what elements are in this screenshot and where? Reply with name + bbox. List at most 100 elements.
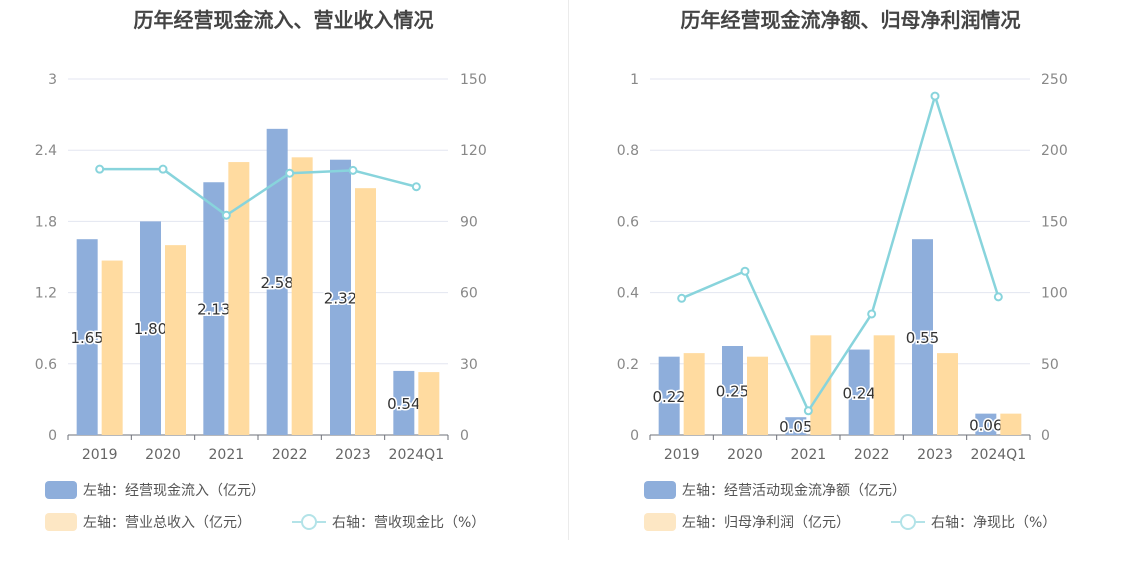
legend-label: 左轴：营业总收入（亿元） (83, 515, 251, 531)
ratio-line (681, 91, 1000, 414)
legend-line-icon (292, 514, 326, 530)
x-tick-label: 2020 (145, 447, 181, 463)
bar-secondary (747, 356, 768, 435)
legend-label: 左轴：经营现金流入（亿元） (83, 483, 265, 499)
y-tick-left: 3 (48, 72, 57, 88)
y-tick-right: 60 (460, 286, 478, 302)
bar-data-label: 0.25 (716, 383, 749, 401)
bar-secondary (1000, 413, 1022, 435)
legend-label: 左轴：归母净利润（亿元） (682, 515, 850, 531)
chart-svg-right: 0 0 0.2 50 0.4 100 0.6 150 0.8 200 1 250 2019 0.22 202… (617, 72, 1068, 463)
bar-data-label: 1.80 (134, 320, 167, 338)
y-tick-left: 0.4 (617, 286, 639, 302)
bar-data-label: 0.54 (387, 395, 420, 413)
x-tick-label: 2020 (727, 447, 763, 463)
bar-secondary (937, 353, 958, 435)
y-tick-left: 0.8 (617, 143, 639, 159)
bar-primary (658, 356, 680, 435)
bar-primary (76, 239, 98, 435)
y-tick-left: 0.6 (35, 357, 57, 373)
panel-divider (568, 0, 569, 540)
legend-label: 右轴：营收现金比（%） (332, 515, 486, 531)
y-tick-right: 100 (1041, 286, 1068, 302)
bar-data-label: 2.58 (260, 274, 293, 292)
y-tick-left: 1.8 (35, 214, 57, 230)
legend-item-net-profit[interactable]: 左轴：归母净利润（亿元） (644, 512, 850, 532)
bar-secondary (810, 335, 832, 435)
y-tick-left: 2.4 (35, 143, 57, 159)
y-tick-left: 0.6 (617, 214, 639, 230)
bar-data-label: 0.06 (969, 416, 1002, 434)
chart-title: 历年经营现金流净额、归母净利润情况 (680, 8, 1021, 32)
legend-label: 左轴：经营活动现金流净额（亿元） (682, 483, 906, 499)
ratio-line (99, 167, 417, 217)
ratio-point (95, 164, 105, 174)
x-tick-label: 2022 (854, 447, 890, 463)
bar-primary (975, 413, 997, 435)
legend-swatch-blue (644, 481, 676, 499)
x-tick-label: 2022 (272, 447, 308, 463)
chart-title: 历年经营现金流入、营业收入情况 (133, 8, 434, 32)
y-tick-right: 200 (1041, 143, 1068, 159)
ratio-point (993, 292, 1003, 302)
y-tick-left: 1.2 (35, 286, 57, 302)
chart-panel-left: 历年经营现金流入、营业收入情况 0 0 0.6 30 1.2 60 1.8 90 2.4 120 3… (35, 8, 487, 532)
y-tick-right: 50 (1041, 357, 1059, 373)
bar-primary (203, 182, 225, 435)
x-tick-label: 2021 (209, 447, 245, 463)
x-tick-label: 2024Q1 (389, 447, 445, 463)
legend-swatch-blue (45, 481, 77, 499)
x-tick-label: 2019 (664, 447, 700, 463)
chart-svg-left: 0 0 0.6 30 1.2 60 1.8 90 2.4 120 3 150 2019 1.65 2020 1… (35, 72, 487, 463)
ratio-point (411, 182, 421, 192)
legend-swatch-orange (45, 513, 77, 531)
y-tick-right: 90 (460, 214, 478, 230)
y-tick-left: 0.2 (617, 357, 639, 373)
bar-secondary (418, 372, 440, 435)
ratio-point (348, 165, 358, 175)
y-tick-right: 150 (460, 72, 487, 88)
ratio-point (740, 266, 750, 276)
bar-data-label: 0.05 (779, 418, 812, 436)
bar-secondary (228, 162, 250, 436)
bar-secondary (165, 245, 186, 435)
bar-data-label: 2.32 (324, 289, 357, 307)
bar-data-label: 2.13 (197, 301, 230, 319)
ratio-point (867, 309, 877, 319)
x-tick-label: 2023 (917, 447, 953, 463)
ratio-point (221, 210, 231, 220)
y-tick-left: 1 (630, 72, 639, 88)
x-tick-label: 2019 (82, 447, 118, 463)
y-tick-right: 120 (460, 143, 487, 159)
legend-swatch-orange (644, 513, 676, 531)
y-tick-right: 30 (460, 357, 478, 373)
x-tick-label: 2024Q1 (971, 447, 1027, 463)
y-tick-left: 0 (48, 428, 57, 444)
bar-data-label: 0.24 (842, 384, 875, 402)
x-tick-label: 2021 (791, 447, 827, 463)
bar-primary (140, 221, 161, 435)
bar-data-label: 0.55 (906, 329, 939, 347)
bar-data-label: 1.65 (70, 329, 103, 347)
y-tick-left: 0 (630, 428, 639, 444)
bar-secondary (873, 335, 895, 435)
ratio-point (803, 406, 813, 416)
bar-primary (722, 346, 743, 435)
chart-panel-right: 历年经营现金流净额、归母净利润情况 0 0 0.2 50 0.4 100 0.6 150 0.8… (567, 0, 1134, 582)
bar-primary (912, 239, 933, 435)
legend-item-inflow[interactable]: 左轴：经营现金流入（亿元） (45, 480, 265, 500)
legend-item-ratio[interactable]: 右轴：营收现金比（%） (292, 512, 485, 532)
y-tick-right: 250 (1041, 72, 1068, 88)
y-tick-right: 0 (460, 428, 469, 444)
x-tick-label: 2023 (335, 447, 371, 463)
bar-primary (785, 417, 807, 435)
bar-secondary (355, 188, 376, 435)
y-tick-right: 150 (1041, 214, 1068, 230)
bar-secondary (291, 157, 313, 435)
legend-item-revenue[interactable]: 左轴：营业总收入（亿元） (45, 512, 251, 532)
bar-data-label: 0.22 (652, 388, 685, 406)
legend-item-cash-ratio[interactable]: 右轴：净现比（%） (891, 512, 1056, 532)
legend-item-net-cashflow[interactable]: 左轴：经营活动现金流净额（亿元） (644, 480, 906, 500)
y-tick-right: 0 (1041, 428, 1050, 444)
ratio-point (677, 293, 687, 303)
